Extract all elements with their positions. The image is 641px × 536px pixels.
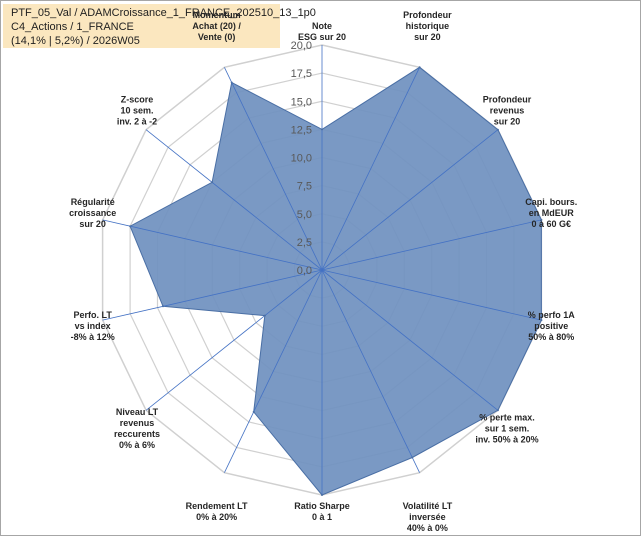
tick-label-5: 12,5	[291, 124, 312, 136]
data-point-12	[211, 181, 214, 184]
tick-label-7: 17,5	[291, 68, 312, 80]
axis-label-6: Volatilité LT inversée 40% à 0%	[403, 501, 453, 533]
spoke-11	[102, 219, 323, 271]
axis-label-1: Profondeur historique sur 20	[403, 10, 452, 42]
axis-label-line: historique	[406, 21, 450, 31]
axis-label-line: 0 à 60 G€	[532, 219, 572, 229]
header-line-2: C4_Actions / 1_FRANCE	[11, 21, 134, 33]
axis-label-line: Z-score	[121, 95, 154, 105]
axis-label-line: Profondeur	[483, 95, 532, 105]
axis-label-12: Z-score 10 sem. inv. 2 à -2	[117, 95, 157, 127]
spoke-5	[321, 269, 499, 411]
axis-label-line: inv. 2 à -2	[117, 117, 157, 127]
tick-label-0: 0,0	[297, 265, 312, 277]
header-line-1: PTF_05_Val / ADAMCroissance_1_FRANCE_202…	[11, 7, 316, 19]
spoke-4	[321, 269, 542, 321]
data-point-11	[129, 225, 132, 228]
data-point-10	[162, 305, 164, 308]
tick-label-3: 7,5	[297, 181, 312, 193]
axis-label-line: vs index	[75, 321, 111, 331]
tick-label-1: 2,5	[297, 237, 312, 249]
axis-label-line: en MdEUR	[529, 208, 575, 218]
data-point-7	[321, 494, 323, 496]
axis-label-line: ESG sur 20	[298, 32, 346, 42]
axis-label-line: Perfo. LT	[74, 310, 113, 320]
axis-label-line: sur 20	[414, 32, 441, 42]
axis-label-11: Régularité croissance sur 20	[69, 197, 116, 229]
chart-header: PTF_05_Val / ADAMCroissance_1_FRANCE_202…	[3, 4, 316, 48]
axis-label-line: Ratio Sharpe	[294, 501, 350, 511]
axis-label-line: Note	[312, 21, 332, 31]
data-point-3	[540, 218, 543, 221]
axis-label-10: Perfo. LT vs index -8% à 12%	[71, 310, 115, 342]
tick-label-4: 10,0	[291, 153, 312, 165]
spoke-12	[145, 129, 323, 271]
axis-label-line: % perfo 1A	[528, 310, 576, 320]
axis-label-line: 40% à 0%	[407, 523, 448, 533]
axis-label-line: 10 sem.	[120, 106, 153, 116]
spoke-8	[224, 269, 323, 473]
axis-label-line: revenus	[490, 106, 525, 116]
axis-label-line: Profondeur	[403, 10, 452, 20]
data-point-8	[252, 410, 255, 413]
axis-label-line: reccurents	[114, 429, 160, 439]
axis-label-9: Niveau LT revenus reccurents 0% à 6%	[114, 407, 160, 450]
data-point-0	[321, 128, 323, 131]
axis-label-line: Achat (20) /	[192, 21, 241, 31]
axis-label-line: croissance	[69, 208, 116, 218]
axis-label-line: sur 20	[79, 219, 106, 229]
axis-label-3: Capi. bours. en MdEUR 0 à 60 G€	[525, 197, 577, 229]
axis-label-line: inversée	[409, 512, 446, 522]
data-point-9	[263, 314, 266, 317]
axis-label-line: Capi. bours.	[525, 197, 577, 207]
axis-label-line: Niveau LT	[116, 407, 159, 417]
spoke-13	[224, 67, 323, 271]
spoke-10	[102, 269, 323, 321]
axis-label-line: Rendement LT	[186, 501, 248, 511]
axis-label-0: Note ESG sur 20	[298, 21, 346, 42]
axis-label-line: Momentum	[193, 10, 241, 20]
tick-label-2: 5,0	[297, 209, 312, 221]
axis-label-line: -8% à 12%	[71, 332, 115, 342]
axis-label-line: 50% à 80%	[528, 332, 574, 342]
data-point-2	[496, 128, 499, 131]
axis-label-line: Vente (0)	[198, 32, 236, 42]
tick-label-6: 15,0	[291, 96, 312, 108]
data-point-13	[230, 81, 233, 84]
axis-label-line: % perte max.	[479, 413, 535, 423]
axis-label-line: revenus	[120, 418, 155, 428]
data-point-1	[418, 66, 421, 69]
axis-label-line: inv. 50% à 20%	[475, 435, 538, 445]
tick-label-8: 20,0	[291, 40, 312, 52]
axis-label-8: Rendement LT 0% à 20%	[186, 501, 248, 522]
spoke-6	[321, 269, 420, 473]
axis-label-line: sur 20	[494, 117, 521, 127]
data-point-5	[496, 409, 499, 412]
axis-label-5: % perte max. sur 1 sem. inv. 50% à 20%	[475, 413, 538, 445]
axis-label-line: 0% à 20%	[196, 512, 237, 522]
axis-label-line: sur 1 sem.	[485, 424, 530, 434]
axis-label-4: % perfo 1A positive 50% à 80%	[528, 310, 576, 342]
axis-label-2: Profondeur revenus sur 20	[483, 95, 532, 127]
spoke-9	[145, 269, 323, 411]
axis-label-line: Volatilité LT	[403, 501, 453, 511]
axis-label-line: 0 à 1	[312, 512, 332, 522]
data-point-4	[540, 319, 543, 322]
axis-label-7: Ratio Sharpe 0 à 1	[294, 501, 350, 522]
axis-label-line: 0% à 6%	[119, 440, 155, 450]
header-line-3: (14,1% | 5,2%) / 2026W05	[11, 35, 140, 47]
axis-label-line: positive	[534, 321, 568, 331]
spoke-1	[321, 67, 420, 271]
spoke-2	[321, 129, 499, 271]
spoke-3	[321, 219, 542, 271]
data-point-6	[411, 456, 414, 459]
axis-label-line: Régularité	[71, 197, 115, 207]
axis-label-13: Momentum Achat (20) / Vente (0)	[192, 10, 241, 42]
